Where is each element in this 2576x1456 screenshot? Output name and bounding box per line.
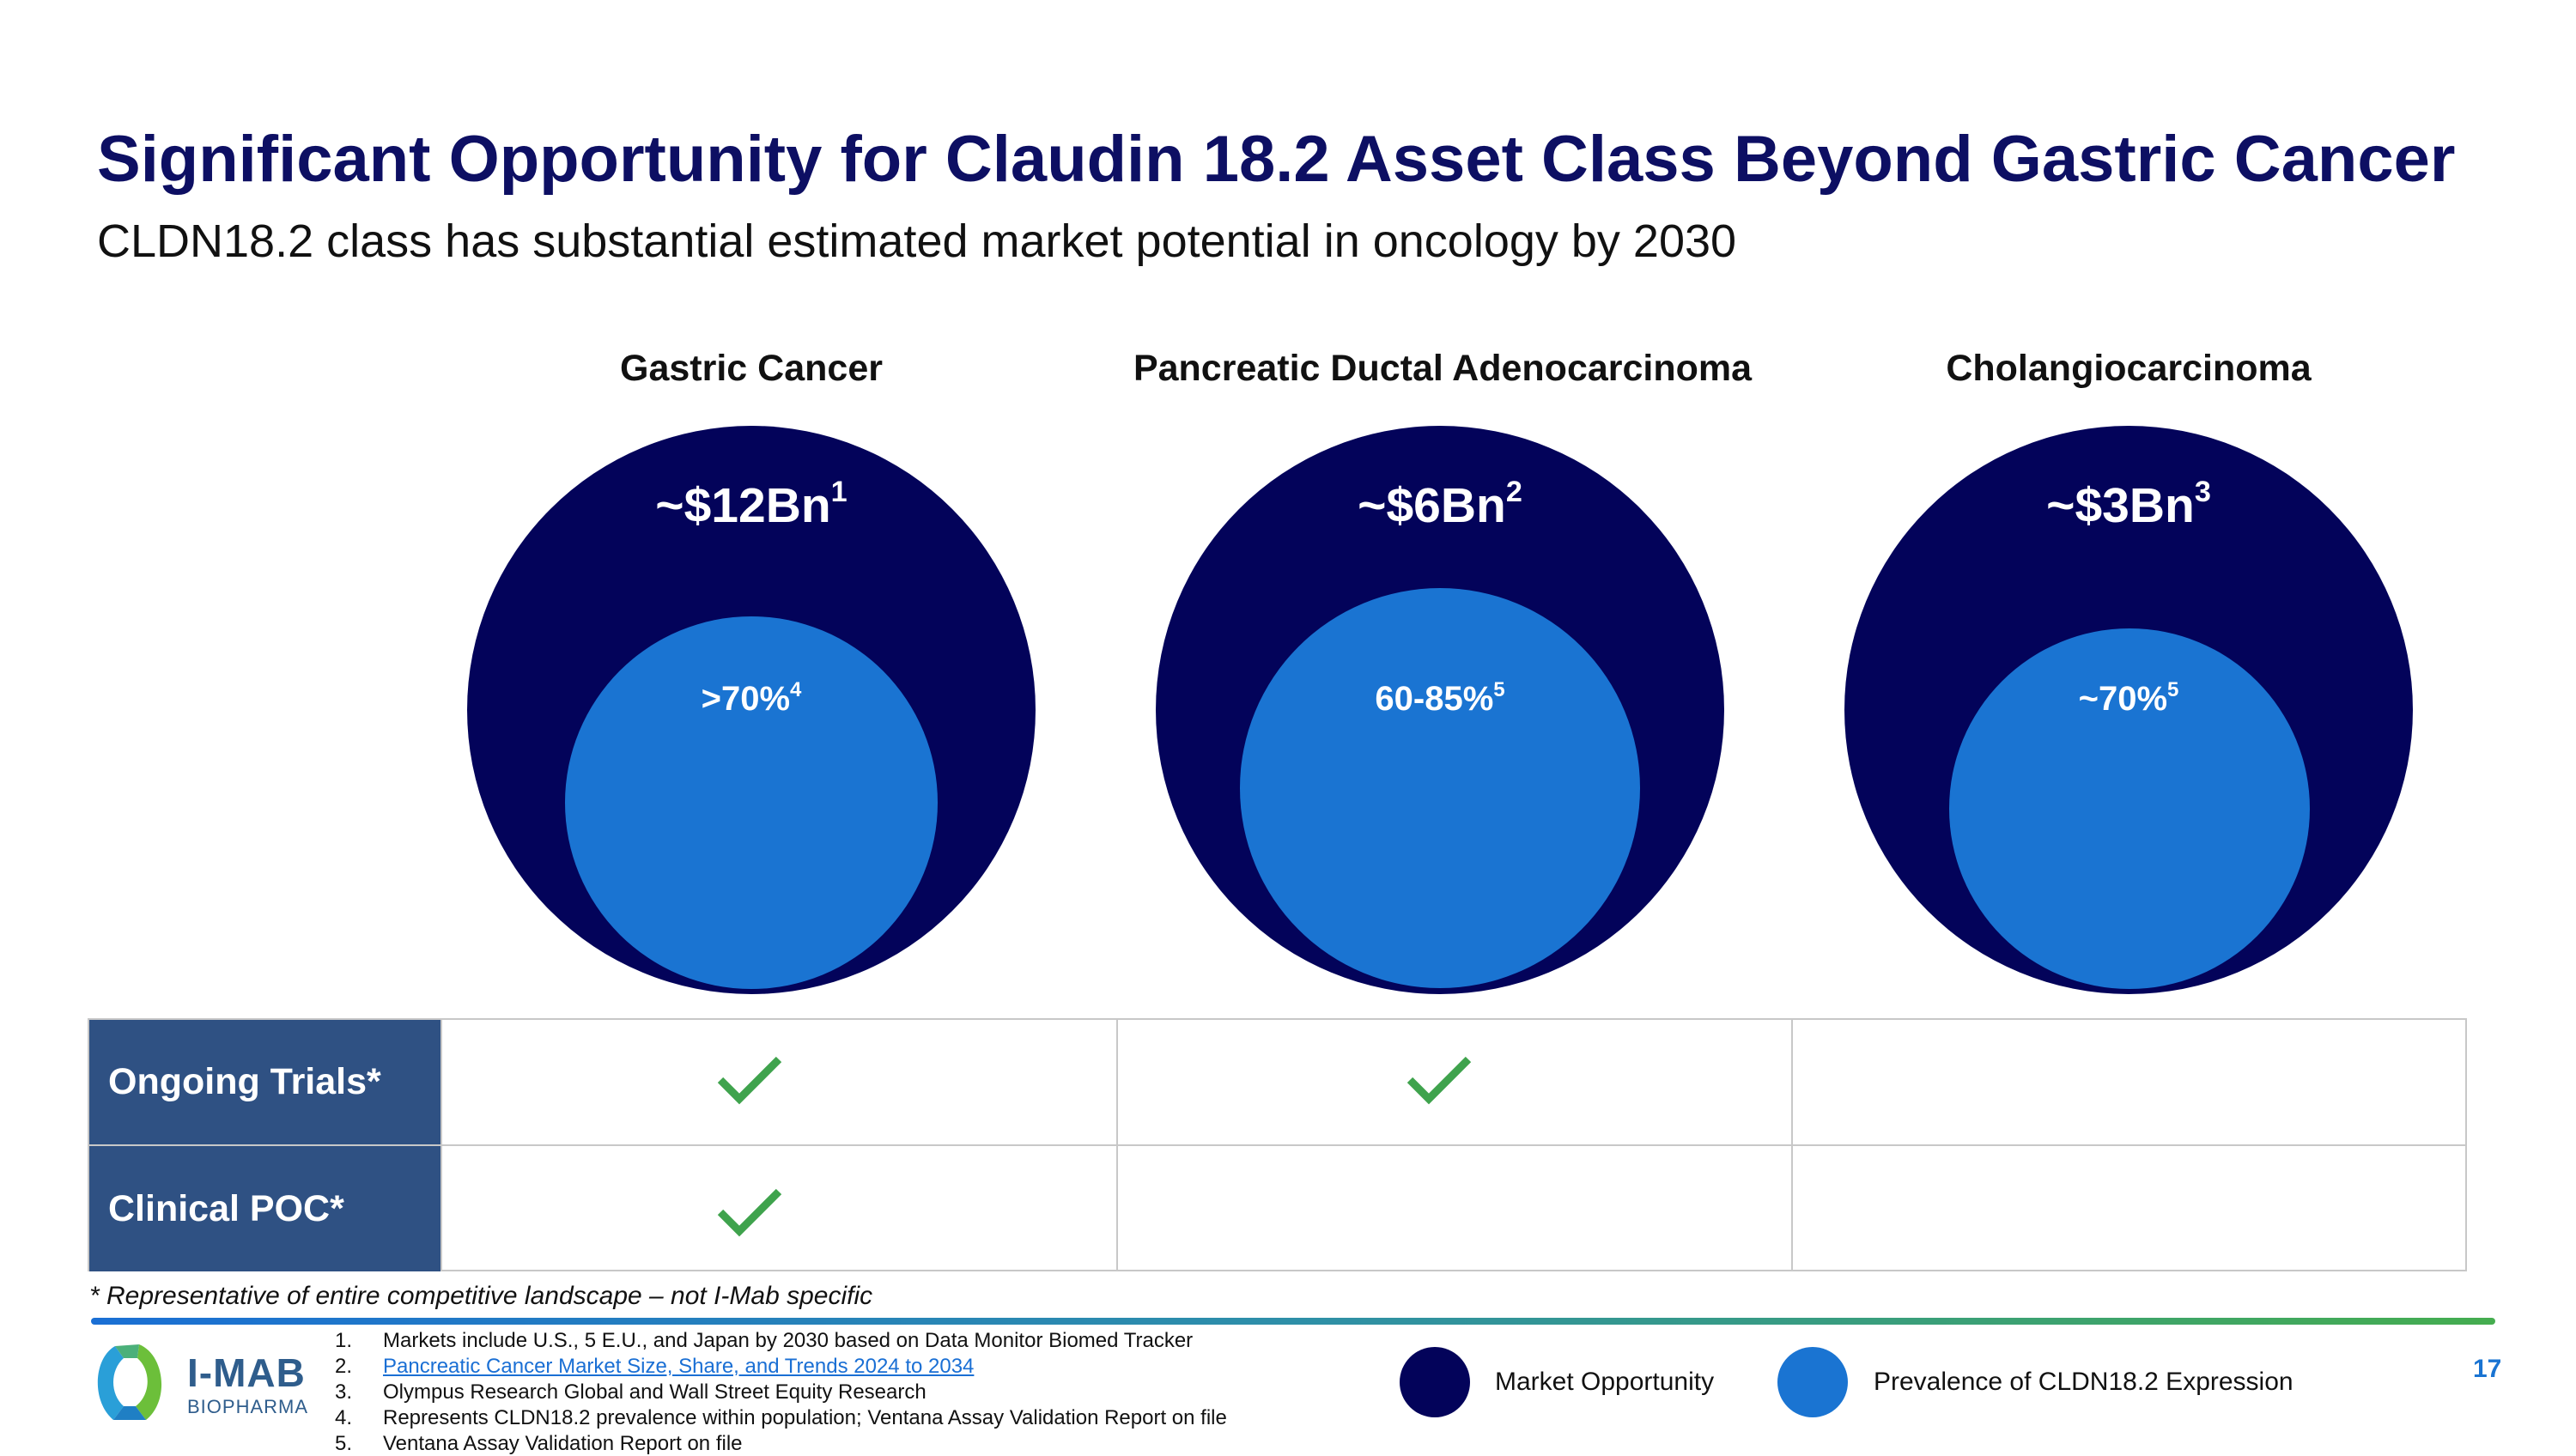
footnote-2: 2. Pancreatic Cancer Market Size, Share, … <box>335 1355 974 1379</box>
check-icon <box>1406 1056 1472 1105</box>
footnote-4: 4. Represents CLDN18.2 prevalence within … <box>335 1406 1227 1430</box>
table-cell <box>442 1020 1118 1146</box>
ref: 4 <box>790 678 802 701</box>
market-value: ~$3Bn <box>2046 478 2195 533</box>
footnote-text: Represents CLDN18.2 prevalence within po… <box>383 1406 1227 1429</box>
prevalence-label-gastric: >70%4 <box>701 678 802 719</box>
column-header-pdac: Pancreatic Ductal Adenocarcinoma <box>1133 348 1753 389</box>
ref: 2 <box>1505 476 1522 508</box>
ref: 3 <box>2194 476 2211 508</box>
legend-market-dot-icon <box>1400 1347 1470 1417</box>
footnote-representative: * Representative of entire competitive l… <box>89 1282 873 1310</box>
prevalence-value: >70% <box>701 680 791 718</box>
ref: 1 <box>830 476 848 508</box>
slide-subtitle: CLDN18.2 class has substantial estimated… <box>97 215 1737 267</box>
ref: 5 <box>1493 678 1505 701</box>
prevalence-value: 60-85% <box>1375 680 1494 718</box>
logo-name: I-MAB <box>187 1350 306 1395</box>
gradient-divider <box>91 1318 2495 1325</box>
legend-market-label: Market Opportunity <box>1495 1368 1715 1396</box>
footnote-number: 5. <box>335 1432 353 1455</box>
legend-prevalence-label: Prevalence of CLDN18.2 Expression <box>1874 1368 2293 1396</box>
check-icon <box>717 1188 782 1237</box>
market-label-cholangio: ~$3Bn3 <box>2046 476 2211 534</box>
table-cell <box>1793 1020 2467 1146</box>
market-label-gastric: ~$12Bn1 <box>655 476 848 534</box>
footnote-5: 5. Ventana Assay Validation Report on fil… <box>335 1432 743 1456</box>
page-number: 17 <box>2473 1355 2502 1383</box>
footnote-number: 2. <box>335 1355 353 1378</box>
footnote-link[interactable]: Pancreatic Cancer Market Size, Share, an… <box>383 1355 975 1378</box>
slide-title: Significant Opportunity for Claudin 18.2… <box>97 123 2456 196</box>
table-cell <box>1118 1020 1793 1146</box>
column-header-gastric: Gastric Cancer <box>620 348 883 389</box>
check-icon <box>717 1056 782 1105</box>
prevalence-label-cholangio: ~70%5 <box>2078 678 2179 719</box>
prevalence-circle-gastric <box>565 616 938 989</box>
logo-tagline: BIOPHARMA <box>187 1396 309 1417</box>
prevalence-label-pdac: 60-85%5 <box>1375 678 1505 719</box>
footnote-text: Markets include U.S., 5 E.U., and Japan … <box>383 1329 1194 1352</box>
legend-prevalence-dot-icon <box>1777 1347 1848 1417</box>
prevalence-circle-pdac <box>1240 588 1640 988</box>
logo-mark-icon <box>97 1344 162 1420</box>
ref: 5 <box>2167 678 2179 701</box>
footnote-number: 1. <box>335 1329 353 1352</box>
table-cell <box>1793 1146 2467 1271</box>
footnote-number: 3. <box>335 1380 353 1404</box>
row-label-ongoing-trials: Ongoing Trials* <box>89 1020 442 1146</box>
footnote-text: Ventana Assay Validation Report on file <box>383 1432 743 1455</box>
row-label-clinical-poc: Clinical POC* <box>89 1146 442 1271</box>
market-value: ~$6Bn <box>1358 478 1506 533</box>
table-cell <box>1118 1146 1793 1271</box>
prevalence-circle-cholangio <box>1949 628 2310 989</box>
market-value: ~$12Bn <box>655 478 831 533</box>
footnote-text: Olympus Research Global and Wall Street … <box>383 1380 927 1404</box>
market-label-pdac: ~$6Bn2 <box>1358 476 1522 534</box>
imab-logo: I-MAB BIOPHARMA <box>89 1339 313 1425</box>
column-header-cholangio: Cholangiocarcinoma <box>1946 348 2312 389</box>
footnote-3: 3. Olympus Research Global and Wall Stree… <box>335 1380 927 1404</box>
prevalence-value: ~70% <box>2078 680 2168 718</box>
footnote-number: 4. <box>335 1406 353 1429</box>
table-cell <box>442 1146 1118 1271</box>
status-table: Ongoing Trials* Clinical POC* <box>88 1018 2467 1271</box>
footnote-1: 1. Markets include U.S., 5 E.U., and Japa… <box>335 1329 1193 1353</box>
